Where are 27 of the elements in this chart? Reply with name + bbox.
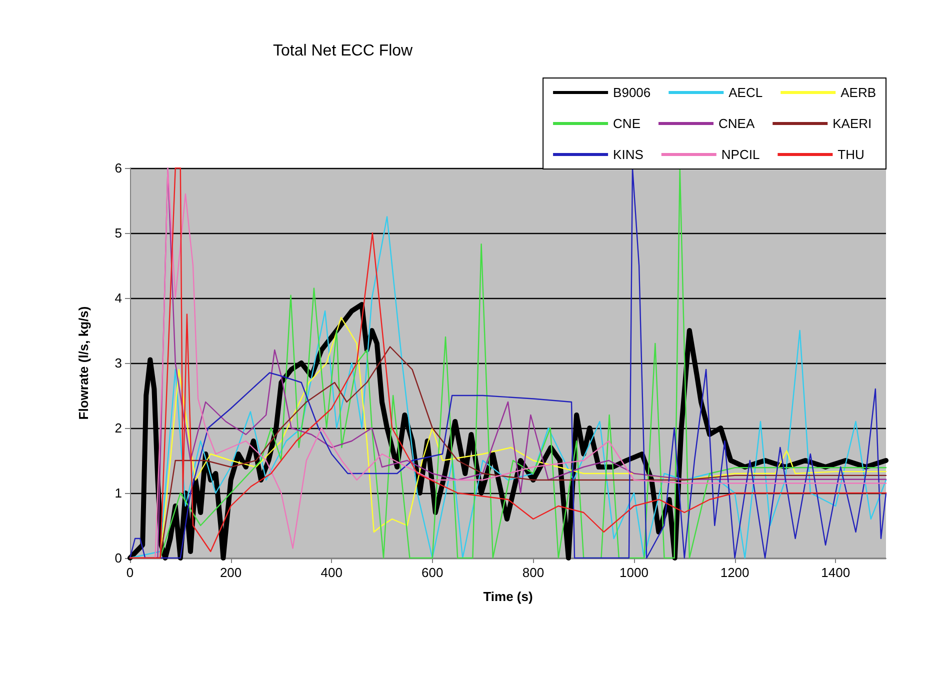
y-tick-label: 2: [114, 420, 122, 436]
x-tick-label: 400: [320, 565, 342, 580]
x-axis-title: Time (s): [483, 589, 533, 604]
y-tick-label: 3: [114, 356, 122, 370]
y-tick-label: 5: [114, 226, 122, 240]
x-tick-label: 0: [126, 565, 134, 580]
y-tick-label: 4: [114, 290, 122, 306]
legend-label: KINS: [613, 147, 644, 162]
x-tick-label: 800: [522, 565, 544, 580]
x-tick-label: 1000: [620, 565, 648, 580]
x-tick-label: 600: [422, 565, 444, 580]
legend-label: NPCIL: [721, 147, 760, 162]
legend-label: THU: [838, 147, 864, 162]
legend-label: B9006: [613, 85, 651, 100]
y-axis-title: Flowrate (l/s, kg/s): [76, 306, 91, 420]
x-tick-label: 1200: [720, 565, 750, 580]
legend-label: CNE: [613, 116, 641, 131]
legend-label: AECL: [728, 85, 763, 100]
legend-label: AERB: [840, 85, 876, 100]
legend-label: KAERI: [832, 116, 872, 131]
chart-title: Total Net ECC Flow: [273, 42, 414, 60]
y-tick-label: 6: [114, 160, 122, 176]
x-tick-label: 200: [220, 565, 242, 580]
legend-label: CNEA: [718, 116, 755, 131]
x-tick-label: 1400: [821, 565, 850, 580]
y-tick-label: 1: [114, 486, 122, 500]
y-tick-label: 0: [114, 550, 122, 566]
